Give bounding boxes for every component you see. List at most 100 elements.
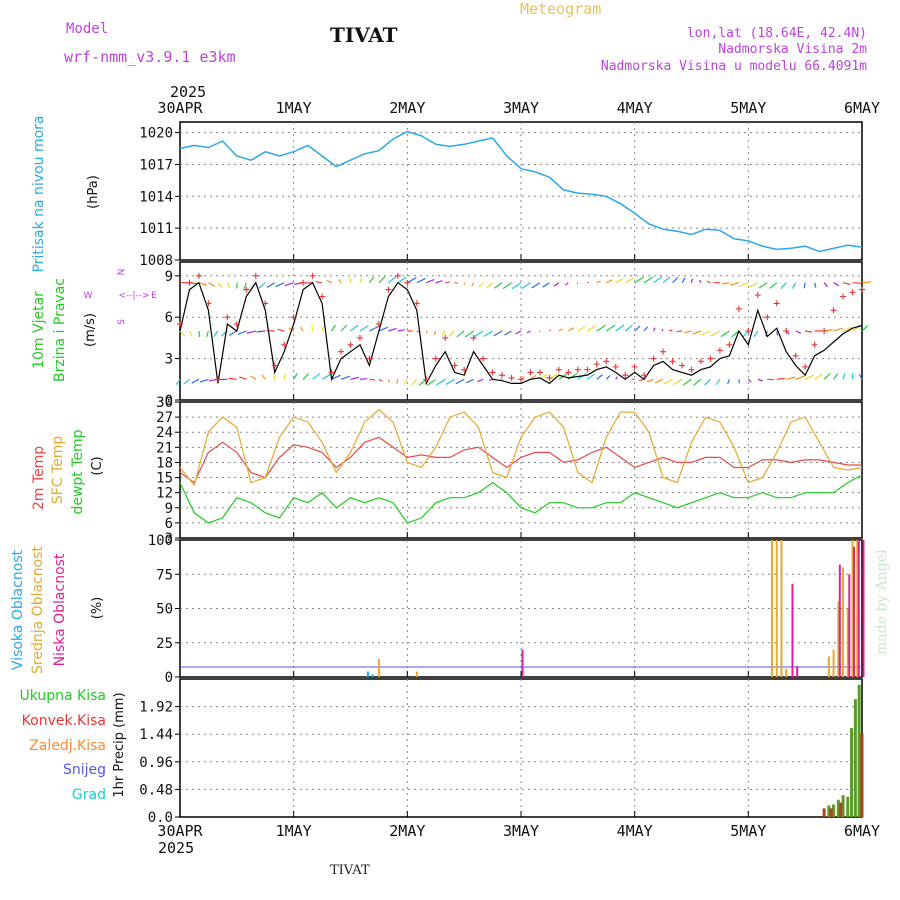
wind-gust-mark bbox=[385, 286, 392, 293]
wind-barb bbox=[183, 378, 190, 385]
wind-barb bbox=[747, 378, 752, 383]
wind-gust-mark bbox=[480, 355, 487, 362]
wind-barb bbox=[715, 378, 721, 386]
wind-gust-mark bbox=[442, 334, 449, 341]
wind-barb bbox=[727, 379, 730, 385]
wind-barb bbox=[473, 330, 484, 338]
wind-barb bbox=[504, 330, 512, 336]
wind-barb bbox=[435, 378, 446, 386]
y-tick-label: 0 bbox=[165, 670, 173, 686]
compass-south: S bbox=[117, 319, 127, 325]
wind-barb bbox=[558, 328, 563, 332]
wind-barb bbox=[239, 376, 247, 380]
wind-barb bbox=[814, 373, 823, 380]
y-tick-label: 75 bbox=[156, 567, 173, 583]
wind-barb bbox=[605, 324, 616, 332]
cloud-title-mid: Srednja Oblacnost bbox=[30, 546, 46, 674]
bottom-year: 2025 bbox=[158, 839, 194, 857]
y-tick-label: 0 bbox=[165, 393, 173, 409]
wind-barb bbox=[226, 282, 231, 289]
wind-barb bbox=[368, 276, 375, 284]
wind-gust-mark bbox=[233, 321, 240, 328]
wind-barb bbox=[456, 330, 465, 338]
wind-barb bbox=[577, 326, 586, 332]
wind-barb bbox=[277, 328, 285, 332]
y-tick-label: 21 bbox=[156, 440, 173, 456]
wind-barb bbox=[486, 282, 493, 289]
pressure-frame bbox=[179, 121, 863, 261]
wind-gust-mark bbox=[290, 314, 297, 321]
wind-barb bbox=[340, 375, 351, 380]
wind-barb bbox=[179, 330, 186, 337]
wind-barb bbox=[553, 282, 560, 287]
wind-barb bbox=[596, 374, 603, 380]
wind-barb bbox=[321, 373, 331, 380]
wind-barb bbox=[275, 282, 285, 288]
wind-gust-mark bbox=[679, 362, 686, 369]
wind-barb bbox=[288, 327, 294, 332]
wind-barb bbox=[229, 330, 238, 336]
panel-cloud: 0 25 50 75 100 bbox=[148, 533, 865, 686]
wind-barb bbox=[731, 330, 740, 338]
wind-barb bbox=[858, 373, 863, 380]
y-tick-label: 1020 bbox=[139, 126, 173, 142]
precip-total-bar bbox=[836, 799, 840, 817]
wind-barb bbox=[433, 330, 437, 335]
wind-barb bbox=[769, 282, 778, 289]
wind-barb bbox=[426, 278, 435, 284]
pressure-line bbox=[179, 130, 863, 253]
wind-gust-mark bbox=[281, 341, 288, 348]
y-tick-label: 3 bbox=[165, 531, 173, 547]
y-tick-label: 1011 bbox=[139, 221, 173, 237]
date-label-bottom: 1MAY bbox=[276, 822, 312, 840]
panel-wind: 0 3 6 9 bbox=[165, 261, 871, 409]
wind-barb bbox=[531, 282, 541, 289]
wind-gust-mark bbox=[840, 293, 847, 300]
wind-gust-mark bbox=[319, 293, 326, 300]
footer-station: TIVAT bbox=[330, 863, 370, 878]
temp-2m-line bbox=[179, 436, 862, 484]
date-label-top: 2MAY bbox=[389, 99, 425, 117]
wind-gust-mark bbox=[262, 300, 269, 307]
compass-arrows: <--|--> bbox=[118, 291, 149, 301]
wind-gust-mark bbox=[735, 305, 742, 312]
wind-barb bbox=[823, 282, 829, 288]
y-tick-label: 9 bbox=[165, 501, 173, 517]
y-tick-label: 1008 bbox=[139, 253, 173, 269]
wind-gust-mark bbox=[764, 314, 771, 321]
wind-gust-mark bbox=[470, 334, 477, 341]
wind-barb bbox=[175, 378, 181, 386]
wind-barb bbox=[684, 330, 692, 334]
wind-barb bbox=[199, 378, 209, 383]
wind-barb bbox=[217, 282, 223, 288]
wind-barb bbox=[378, 326, 389, 332]
wind-barb bbox=[397, 329, 405, 332]
wind-barb bbox=[698, 279, 702, 283]
y-tick-label: 100 bbox=[148, 533, 173, 549]
wind-gust-mark bbox=[536, 369, 543, 376]
wind-gust-mark bbox=[660, 348, 667, 355]
wind-barb bbox=[511, 282, 522, 290]
wind-gust-mark bbox=[195, 272, 202, 279]
wind-barb bbox=[191, 378, 200, 384]
wind-barb bbox=[477, 378, 484, 383]
wind-barb bbox=[340, 324, 348, 332]
wind-barb bbox=[321, 325, 325, 332]
wind-barb bbox=[315, 281, 323, 284]
wind-barb bbox=[388, 327, 397, 332]
wind-gust-mark bbox=[716, 347, 723, 354]
wind-gust-mark bbox=[546, 374, 553, 381]
date-label-bottom: 4MAY bbox=[617, 822, 653, 840]
temp-title-sfc: SFC Temp bbox=[50, 436, 66, 505]
wind-barb bbox=[596, 324, 607, 332]
wind-barb bbox=[283, 373, 287, 380]
wind-gust-mark bbox=[338, 348, 345, 355]
wind-barb bbox=[284, 282, 294, 287]
wind-gust-mark bbox=[375, 321, 382, 328]
y-tick-label: 0.0 bbox=[148, 810, 173, 826]
lonlat: lon,lat (18.64E, 42.4N) bbox=[687, 26, 867, 41]
wind-barb bbox=[663, 378, 673, 385]
temp-title-dewpt: dewpt Temp bbox=[70, 429, 86, 514]
compass-east: E bbox=[151, 291, 157, 301]
